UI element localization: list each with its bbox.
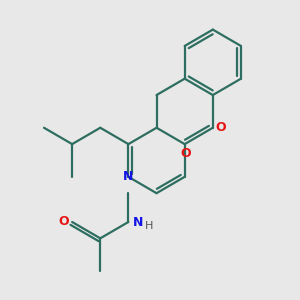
Text: H: H [145,221,153,231]
Text: O: O [216,121,226,134]
Text: N: N [132,216,143,229]
Text: N: N [123,170,133,183]
Text: O: O [58,215,69,229]
Text: O: O [180,147,191,161]
